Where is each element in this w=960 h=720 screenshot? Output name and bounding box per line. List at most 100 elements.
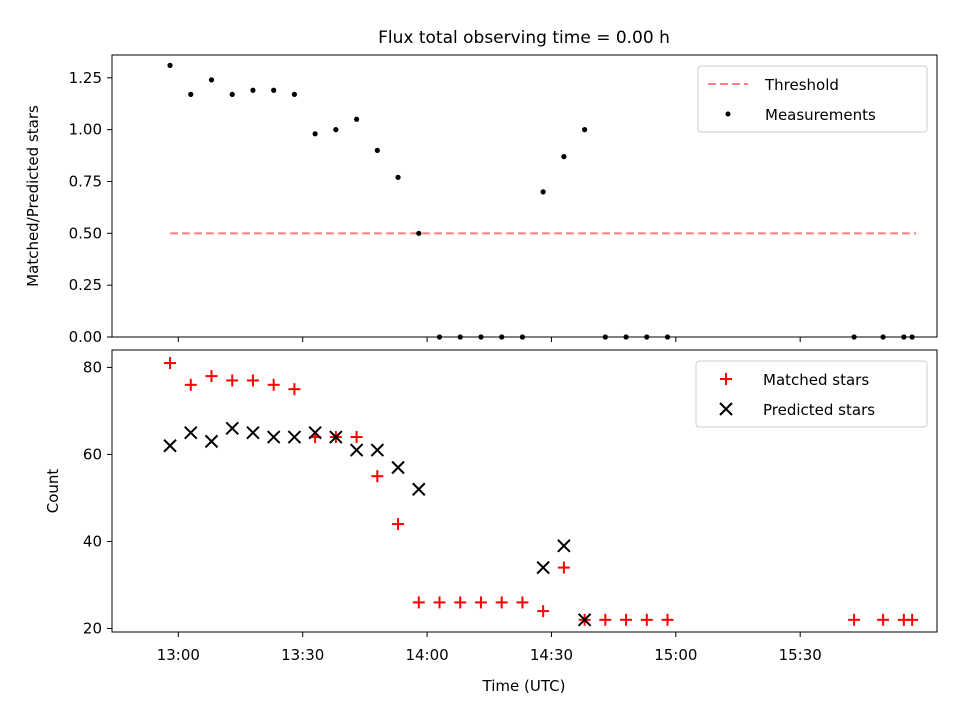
measurement-point [561,154,567,160]
matched-star-point [412,596,425,609]
measurement-point [664,334,671,340]
predicted-star-point [412,482,426,496]
bottom-y-ticks: 20 40 60 80 [83,358,112,638]
x-tick-label: 15:00 [654,646,697,664]
matched-star-point [661,613,674,626]
matched-stars-points [164,357,919,626]
matched-star-point [371,470,384,483]
predicted-star-point [204,434,219,449]
legend-predicted-label: Predicted stars [763,401,875,419]
matched-star-point [184,378,197,391]
top-y-tick-label: 1.00 [69,121,102,139]
top-y-tick-label: 0.75 [69,172,102,190]
measurement-point [167,62,173,68]
predicted-star-point [246,425,260,440]
legend-predicted-swatch [719,402,733,416]
measurement-point [229,91,235,97]
measurement-point [312,131,318,137]
predicted-star-point [287,430,302,444]
matched-star-point [288,383,301,396]
measurement-point [623,334,629,340]
legend-matched-swatch [720,373,732,385]
bottom-y-tick-label: 40 [83,532,102,550]
measurement-points [167,62,915,340]
top-x-ticks [177,337,801,342]
predicted-star-point [536,560,550,575]
measurement-point [582,127,588,133]
matched-star-point [474,596,487,609]
matched-star-point [516,596,529,609]
measurement-point [436,334,443,340]
legend-matched-label: Matched stars [763,371,869,389]
top-y-tick-label: 0.50 [69,224,102,242]
matched-star-point [433,596,446,609]
predicted-star-point [329,430,343,444]
top-y-ticks: 0.00 0.25 0.50 0.75 1.00 1.25 [69,69,112,346]
measurement-point [499,334,505,340]
matched-star-point [267,378,280,391]
predicted-star-point [184,425,198,440]
measurement-point [644,334,650,340]
measurement-point [188,91,194,97]
matched-star-point [620,613,633,626]
measurement-point [901,334,907,340]
matched-star-point [246,374,259,387]
measurement-point [374,147,380,153]
measurement-point [519,334,526,340]
matched-star-point [848,613,861,626]
top-legend: Threshold Measurements [697,65,928,133]
matched-star-point [495,596,508,609]
predicted-star-point [225,421,239,436]
bottom-legend-box [695,360,928,428]
x-tick-label: 14:30 [530,646,573,664]
matched-star-point [454,596,467,609]
legend-measurement-label: Measurements [765,106,876,124]
measurement-point [333,127,339,133]
measurement-point [540,189,546,195]
matched-star-point [392,518,405,531]
measurement-point [478,334,484,340]
matched-star-point [350,431,363,444]
top-y-tick-label: 1.25 [69,69,102,87]
measurement-point [457,334,463,340]
x-tick-label: 15:30 [779,646,822,664]
bottom-y-tick-label: 80 [83,358,102,376]
matched-star-point [599,613,612,626]
matched-star-point [906,613,919,626]
predicted-star-point [557,539,571,553]
x-axis-label: Time (UTC) [482,677,566,695]
top-legend-box [697,65,928,133]
predicted-star-point [577,613,592,627]
measurement-point [909,334,915,340]
bottom-y-tick-label: 20 [83,620,102,638]
chart-title: Flux total observing time = 0.00 h [378,28,670,48]
legend-measurement-swatch [725,111,731,117]
measurement-point [291,91,298,97]
matched-star-point [226,374,239,387]
predicted-star-point [266,430,281,444]
matched-star-point [877,613,890,626]
measurement-point [880,334,886,340]
measurement-point [250,87,256,93]
bottom-legend: Matched stars Predicted stars [695,360,928,428]
measurement-point [353,116,360,122]
measurement-point [602,334,608,340]
x-tick-label: 13:30 [281,646,324,664]
measurement-point [271,87,277,93]
matched-star-point [164,357,177,370]
measurement-point [395,174,401,180]
x-tick-label: 14:00 [405,646,448,664]
x-tick-label: 13:00 [157,646,200,664]
matched-star-point [205,370,218,383]
measurement-point [416,230,422,236]
predicted-star-point [391,460,405,475]
matched-star-point [537,605,550,618]
top-y-tick-label: 0.25 [69,276,102,294]
predicted-star-point [163,439,177,453]
bottom-x-ticks: 13:00 13:30 14:00 14:30 15:00 15:30 [157,632,822,664]
top-y-tick-label: 0.00 [69,328,102,346]
matched-star-point [640,613,653,626]
matched-star-point [557,561,570,574]
